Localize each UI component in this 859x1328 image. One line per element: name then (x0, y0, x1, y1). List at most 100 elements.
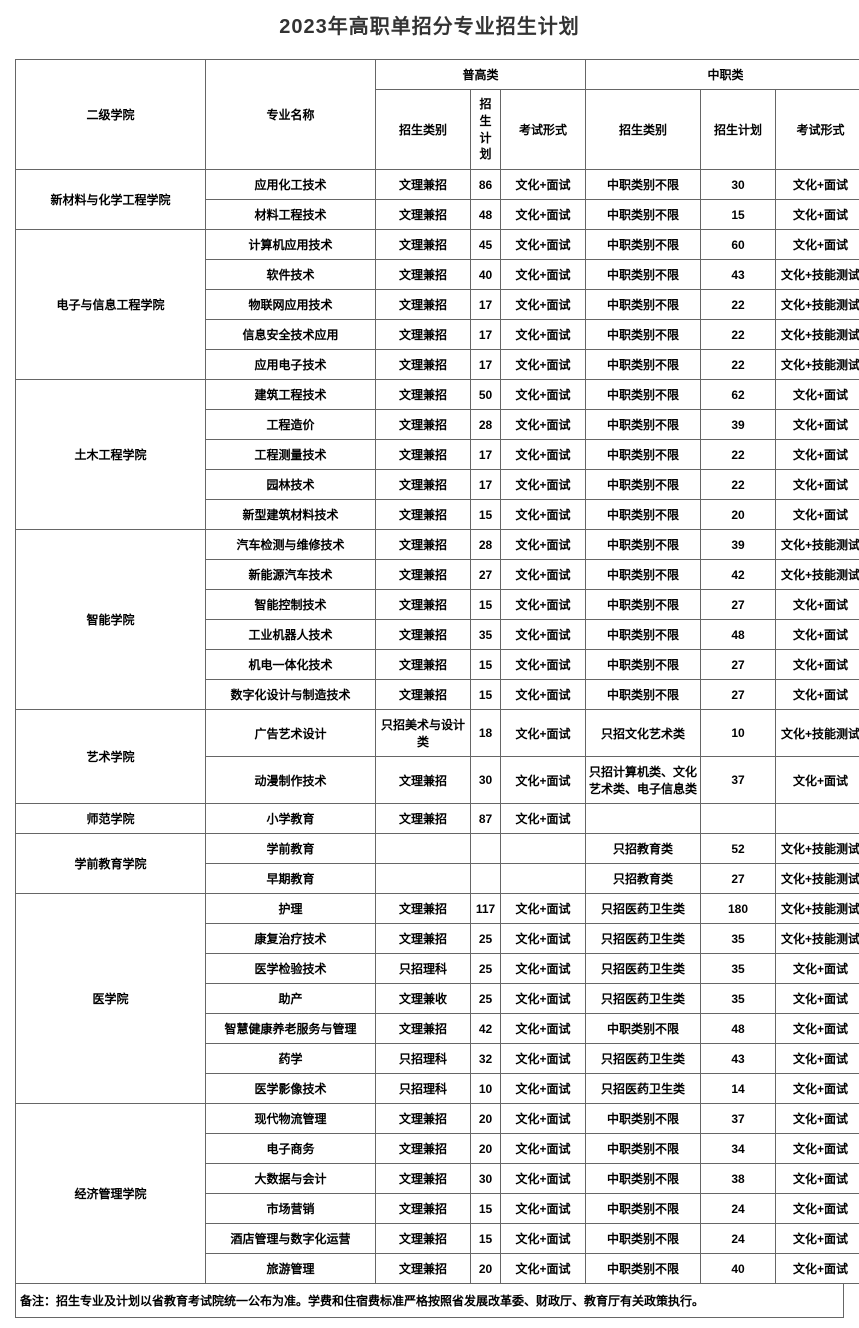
dept-cell: 医学院 (16, 894, 206, 1104)
cell-p1: 17 (471, 290, 501, 320)
cell-e1: 文化+面试 (501, 1164, 586, 1194)
cell-e1: 文化+面试 (501, 620, 586, 650)
cell-c2: 中职类别不限 (586, 470, 701, 500)
cell-e1: 文化+面试 (501, 350, 586, 380)
cell-e2: 文化+面试 (776, 470, 859, 500)
cell-major: 应用化工技术 (206, 170, 376, 200)
cell-e1: 文化+面试 (501, 757, 586, 804)
cell-e2: 文化+面试 (776, 410, 859, 440)
cell-c2: 只招医药卫生类 (586, 1044, 701, 1074)
cell-p1: 15 (471, 1194, 501, 1224)
cell-c2: 中职类别不限 (586, 650, 701, 680)
table-row: 师范学院小学教育文理兼招87文化+面试 (16, 804, 859, 834)
cell-major: 早期教育 (206, 864, 376, 894)
cell-c2: 中职类别不限 (586, 500, 701, 530)
cell-c2: 中职类别不限 (586, 1134, 701, 1164)
cell-c1: 文理兼招 (376, 560, 471, 590)
cell-p2: 40 (701, 1254, 776, 1284)
header-cat2: 招生类别 (586, 90, 701, 170)
cell-major: 药学 (206, 1044, 376, 1074)
cell-c2: 中职类别不限 (586, 320, 701, 350)
dept-cell: 新材料与化学工程学院 (16, 170, 206, 230)
cell-e2 (776, 804, 859, 834)
cell-e1: 文化+面试 (501, 410, 586, 440)
cell-p1: 20 (471, 1134, 501, 1164)
cell-p2 (701, 804, 776, 834)
cell-p1: 50 (471, 380, 501, 410)
cell-major: 应用电子技术 (206, 350, 376, 380)
cell-e1: 文化+面试 (501, 560, 586, 590)
cell-c1: 文理兼招 (376, 530, 471, 560)
cell-c2: 中职类别不限 (586, 1254, 701, 1284)
cell-c2: 中职类别不限 (586, 170, 701, 200)
cell-p2: 14 (701, 1074, 776, 1104)
cell-e2: 文化+面试 (776, 500, 859, 530)
cell-c1 (376, 834, 471, 864)
table-row: 医学院护理文理兼招117文化+面试只招医药卫生类180文化+技能测试 (16, 894, 859, 924)
cell-c1: 只招美术与设计类 (376, 710, 471, 757)
cell-p2: 52 (701, 834, 776, 864)
cell-p2: 48 (701, 1014, 776, 1044)
cell-e1: 文化+面试 (501, 1134, 586, 1164)
cell-c2: 中职类别不限 (586, 1104, 701, 1134)
cell-c1: 只招理科 (376, 1044, 471, 1074)
cell-e2: 文化+面试 (776, 590, 859, 620)
cell-e1: 文化+面试 (501, 470, 586, 500)
cell-c2: 只招医药卫生类 (586, 894, 701, 924)
cell-e1: 文化+面试 (501, 260, 586, 290)
cell-c1: 文理兼招 (376, 410, 471, 440)
cell-major: 旅游管理 (206, 1254, 376, 1284)
cell-c1: 文理兼招 (376, 260, 471, 290)
table-row: 新材料与化学工程学院应用化工技术文理兼招86文化+面试中职类别不限30文化+面试 (16, 170, 859, 200)
cell-major: 工程测量技术 (206, 440, 376, 470)
cell-c1: 文理兼招 (376, 924, 471, 954)
cell-c1: 文理兼招 (376, 230, 471, 260)
cell-e1 (501, 864, 586, 894)
cell-major: 电子商务 (206, 1134, 376, 1164)
cell-p1: 15 (471, 500, 501, 530)
cell-c1: 文理兼招 (376, 1194, 471, 1224)
cell-e1: 文化+面试 (501, 924, 586, 954)
cell-major: 小学教育 (206, 804, 376, 834)
cell-p1: 30 (471, 757, 501, 804)
cell-p1: 27 (471, 560, 501, 590)
cell-e2: 文化+面试 (776, 1134, 859, 1164)
cell-c1: 文理兼招 (376, 1224, 471, 1254)
cell-p1: 15 (471, 650, 501, 680)
cell-p1: 35 (471, 620, 501, 650)
cell-p1: 42 (471, 1014, 501, 1044)
cell-p2: 27 (701, 680, 776, 710)
cell-e1 (501, 834, 586, 864)
cell-e1: 文化+面试 (501, 1254, 586, 1284)
cell-c1: 文理兼招 (376, 590, 471, 620)
cell-p1: 28 (471, 410, 501, 440)
cell-p2: 43 (701, 260, 776, 290)
cell-e2: 文化+面试 (776, 650, 859, 680)
enrollment-table: 二级学院 专业名称 普高类 中职类 招生类别 招生计划 考试形式 招生类别 招生… (15, 59, 859, 1284)
table-row: 经济管理学院现代物流管理文理兼招20文化+面试中职类别不限37文化+面试 (16, 1104, 859, 1134)
dept-cell: 土木工程学院 (16, 380, 206, 530)
cell-p1: 15 (471, 1224, 501, 1254)
cell-c2: 只招医药卫生类 (586, 924, 701, 954)
cell-major: 工程造价 (206, 410, 376, 440)
cell-major: 数字化设计与制造技术 (206, 680, 376, 710)
cell-e1: 文化+面试 (501, 984, 586, 1014)
cell-c2: 中职类别不限 (586, 230, 701, 260)
cell-c2: 中职类别不限 (586, 590, 701, 620)
cell-p2: 10 (701, 710, 776, 757)
cell-c1: 文理兼招 (376, 1164, 471, 1194)
cell-e1: 文化+面试 (501, 230, 586, 260)
cell-c2: 只招医药卫生类 (586, 954, 701, 984)
cell-e1: 文化+面试 (501, 320, 586, 350)
table-row: 电子与信息工程学院计算机应用技术文理兼招45文化+面试中职类别不限60文化+面试 (16, 230, 859, 260)
cell-p1: 17 (471, 470, 501, 500)
cell-p2: 30 (701, 170, 776, 200)
cell-c1: 文理兼招 (376, 1014, 471, 1044)
header-exam1: 考试形式 (501, 90, 586, 170)
cell-p2: 37 (701, 757, 776, 804)
cell-e2: 文化+面试 (776, 170, 859, 200)
cell-c1: 文理兼招 (376, 757, 471, 804)
cell-c1: 文理兼招 (376, 650, 471, 680)
dept-cell: 艺术学院 (16, 710, 206, 804)
cell-c2: 只招医药卫生类 (586, 984, 701, 1014)
